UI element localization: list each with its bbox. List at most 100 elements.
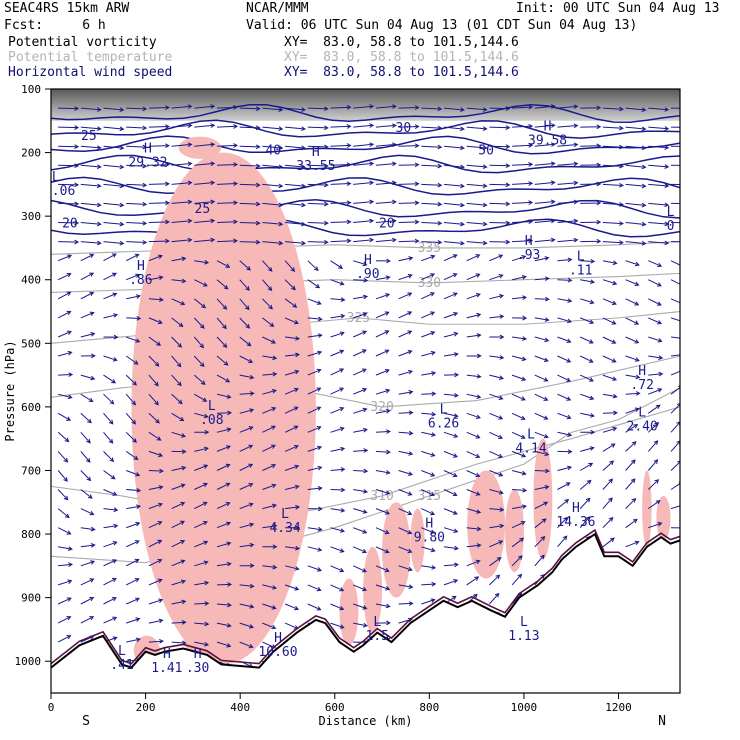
wind-vector	[466, 312, 482, 319]
wind-vector	[171, 540, 186, 548]
wind-vector	[466, 145, 488, 151]
wind-vector	[125, 374, 137, 386]
wind-vector	[602, 240, 624, 245]
wind-vector	[216, 602, 232, 608]
org-name: NCAR/MMM	[246, 1, 309, 16]
wind-vector	[216, 162, 239, 167]
wind-vector	[602, 182, 624, 188]
wind-vector	[216, 561, 232, 567]
y-tick-label: 700	[21, 464, 41, 477]
wind-vector	[148, 355, 160, 367]
wind-vector	[557, 449, 573, 454]
extremum-symbol: L	[667, 205, 675, 220]
extremum-value: 14.36	[556, 515, 595, 530]
wind-vector	[125, 597, 140, 605]
wind-vector	[171, 599, 187, 605]
forecast-hour: Fcst: 6 h	[4, 18, 106, 33]
wind-vector	[375, 449, 391, 455]
wind-vector	[512, 162, 534, 167]
wind-vector	[602, 478, 613, 490]
wind-vector	[126, 144, 148, 150]
wind-vector	[148, 374, 159, 387]
wind-vector	[284, 445, 299, 452]
wind-vector	[58, 239, 80, 245]
wind-vector	[511, 431, 526, 439]
wind-vector	[148, 124, 170, 130]
wind-vector	[285, 183, 307, 189]
wind-vector	[352, 349, 367, 357]
wind-vector	[353, 123, 375, 128]
wind-vector	[126, 521, 141, 529]
wind-vector	[466, 431, 481, 439]
wind-vector	[580, 219, 602, 225]
wind-vector	[103, 523, 119, 529]
wind-vector	[216, 181, 239, 187]
wind-vector	[398, 489, 413, 496]
wind-vector	[194, 580, 210, 586]
wind-vector	[194, 482, 208, 490]
wind-vector	[239, 182, 261, 188]
wind-vector	[148, 275, 164, 281]
wind-vector	[398, 238, 420, 244]
wind-vector	[466, 333, 482, 338]
wind-vector	[443, 392, 459, 398]
wind-vector	[602, 144, 624, 150]
wind-vector	[239, 444, 254, 452]
extremum-value: .11	[569, 264, 592, 279]
wind-vector	[534, 468, 550, 474]
wind-vector	[670, 336, 680, 339]
wind-vector	[489, 254, 504, 262]
wind-vector	[216, 355, 229, 366]
wind-vector	[534, 450, 550, 457]
wind-vector	[171, 237, 193, 243]
wind-vector	[421, 163, 443, 169]
wind-vector	[557, 161, 579, 167]
wind-vector	[239, 391, 255, 396]
wind-vector	[353, 527, 368, 534]
wind-vector	[148, 412, 160, 424]
wind-vector	[57, 273, 72, 281]
wind-vector	[421, 470, 436, 477]
wind-vector	[353, 622, 368, 628]
wind-vector	[262, 240, 284, 246]
wind-vector	[262, 298, 273, 310]
wind-vector	[421, 508, 436, 516]
extremum-symbol: H	[364, 253, 372, 268]
x-tick-label: 400	[230, 701, 250, 714]
wind-vector	[353, 218, 375, 224]
wind-vector	[80, 412, 92, 424]
wind-vector	[489, 374, 505, 380]
wind-vector	[648, 500, 661, 510]
wind-vector	[194, 161, 216, 167]
wind-vector	[262, 584, 278, 590]
wind-vector	[193, 298, 207, 309]
wind-vector	[126, 487, 142, 493]
wind-vector	[557, 336, 572, 343]
wind-vector	[466, 254, 481, 262]
wind-vector	[330, 297, 346, 302]
wind-vector	[580, 124, 602, 130]
wind-vector	[489, 144, 511, 150]
wind-vector	[375, 584, 391, 591]
wind-vector	[307, 526, 323, 532]
wind-vector	[375, 620, 391, 626]
wind-vector	[125, 393, 137, 406]
wind-vector	[126, 504, 142, 510]
wind-vector	[103, 577, 117, 586]
wind-vector	[421, 431, 437, 437]
wind-vector	[489, 540, 504, 548]
wind-vector	[239, 426, 254, 433]
wind-vector	[80, 145, 102, 151]
speed-label: 20	[62, 217, 78, 232]
wind-vector	[103, 126, 125, 132]
wind-vector	[194, 180, 216, 186]
wind-vector	[353, 427, 368, 433]
wind-vector	[57, 470, 68, 482]
wind-vector	[148, 143, 170, 149]
wind-vector	[670, 368, 680, 376]
wind-vector	[489, 355, 505, 360]
wind-vector	[534, 485, 550, 490]
wind-vector	[353, 294, 369, 300]
speed-contour	[51, 218, 680, 238]
wind-vector	[80, 508, 95, 516]
